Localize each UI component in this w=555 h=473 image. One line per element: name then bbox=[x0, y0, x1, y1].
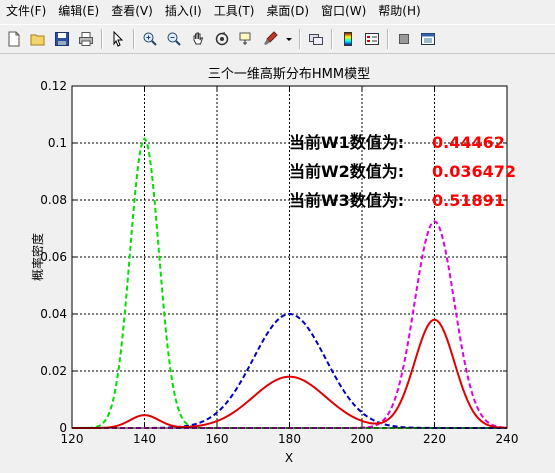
print-button[interactable] bbox=[76, 29, 96, 49]
colorbar-icon bbox=[344, 32, 352, 46]
data-cursor-icon bbox=[239, 32, 251, 45]
y-tick-label: 0.04 bbox=[40, 307, 67, 321]
chevron-down-icon bbox=[286, 38, 292, 41]
brush-button[interactable] bbox=[260, 29, 280, 49]
figure-toolbar bbox=[0, 24, 555, 54]
open-file-button[interactable] bbox=[28, 29, 48, 49]
zoom-in-icon bbox=[143, 32, 157, 46]
toolbar-separator bbox=[387, 29, 389, 49]
new-file-icon bbox=[8, 31, 20, 47]
x-tick-label: 220 bbox=[423, 432, 446, 446]
save-icon bbox=[55, 32, 69, 46]
gaussian-chart: 120 140 160 180 200 220 240 00.020.040.060.080… bbox=[30, 66, 519, 465]
w3-value: 0.51891 bbox=[432, 191, 505, 210]
y-tick-label: 0.02 bbox=[40, 364, 67, 378]
x-tick-label: 160 bbox=[206, 432, 229, 446]
chart-title: 三个一维高斯分布HMM模型 bbox=[208, 66, 370, 82]
x-tick-labels: 120 140 160 180 200 220 240 bbox=[61, 432, 519, 446]
x-tick-label: 200 bbox=[351, 432, 374, 446]
x-tick-label: 240 bbox=[496, 432, 519, 446]
show-plot-tools-button[interactable] bbox=[418, 29, 438, 49]
menu-bar: 文件(F) 编辑(E) 查看(V) 插入(I) 工具(T) 桌面(D) 窗口(W… bbox=[0, 0, 555, 22]
menu-help[interactable]: 帮助(H) bbox=[378, 4, 421, 18]
toolbar-separator bbox=[299, 29, 301, 49]
menu-view[interactable]: 查看(V) bbox=[111, 4, 153, 18]
menu-edit[interactable]: 编辑(E) bbox=[58, 4, 100, 18]
menu-insert[interactable]: 插入(I) bbox=[164, 4, 202, 18]
rotate-3d-icon bbox=[215, 32, 229, 46]
x-tick-label: 120 bbox=[61, 432, 84, 446]
y-tick-label: 0.1 bbox=[48, 136, 67, 150]
y-axis-label: 概率密度 bbox=[30, 233, 45, 281]
legend-icon bbox=[365, 33, 379, 45]
open-folder-icon bbox=[30, 34, 45, 46]
pan-hand-icon bbox=[193, 32, 204, 45]
zoom-out-button[interactable] bbox=[164, 29, 184, 49]
hide-plot-tools-button[interactable] bbox=[394, 29, 414, 49]
y-tick-label: 0 bbox=[59, 421, 67, 435]
insert-colorbar-button[interactable] bbox=[338, 29, 358, 49]
menu-tools[interactable]: 工具(T) bbox=[213, 4, 255, 18]
y-tick-label: 0.12 bbox=[40, 79, 67, 93]
toolbar-separator bbox=[101, 29, 103, 49]
figure-window: 120 140 160 180 200 220 240 0 0.02 0.04 0.06 0.08 0… bbox=[0, 56, 555, 469]
x-tick-label: 180 bbox=[278, 432, 301, 446]
w2-label: 当前W2数值为: bbox=[289, 162, 404, 181]
toolbar-separator bbox=[133, 29, 135, 49]
w2-value: 0.036472 bbox=[432, 162, 516, 181]
rotate-3d-button[interactable] bbox=[212, 29, 232, 49]
zoom-in-button[interactable] bbox=[140, 29, 160, 49]
w1-label: 当前W1数值为: bbox=[289, 133, 404, 152]
data-cursor-button[interactable] bbox=[236, 29, 256, 49]
insert-legend-button[interactable] bbox=[362, 29, 382, 49]
y-tick-label: 0.06 bbox=[40, 250, 67, 264]
zoom-out-icon bbox=[167, 32, 181, 46]
link-icon bbox=[309, 34, 323, 45]
menu-file[interactable]: 文件(F) bbox=[6, 4, 47, 18]
save-button[interactable] bbox=[52, 29, 72, 49]
pointer-icon bbox=[113, 31, 124, 47]
link-plot-button[interactable] bbox=[306, 29, 326, 49]
brush-icon bbox=[264, 31, 278, 45]
edit-plot-button[interactable] bbox=[108, 29, 128, 49]
menu-desktop[interactable]: 桌面(D) bbox=[266, 4, 310, 18]
w3-label: 当前W3数值为: bbox=[289, 191, 404, 210]
x-axis-label: X bbox=[285, 451, 293, 465]
x-tick-label: 140 bbox=[133, 432, 156, 446]
pan-button[interactable] bbox=[188, 29, 208, 49]
menu-window[interactable]: 窗口(W) bbox=[321, 4, 367, 18]
y-tick-label: 0.08 bbox=[40, 193, 67, 207]
new-figure-button[interactable] bbox=[4, 29, 24, 49]
y-tick-labels: 0 0.02 0.04 0.06 0.08 0.1 0.12 bbox=[40, 79, 67, 435]
print-icon bbox=[79, 32, 93, 46]
show-plot-tools-icon bbox=[421, 33, 435, 45]
red-mixture-curve bbox=[72, 318, 508, 429]
brush-dropdown-button[interactable] bbox=[284, 29, 294, 49]
w1-value: 0.44462 bbox=[432, 133, 505, 152]
hide-plot-tools-icon bbox=[399, 34, 409, 44]
axes-box bbox=[71, 85, 508, 429]
toolbar-separator bbox=[331, 29, 333, 49]
